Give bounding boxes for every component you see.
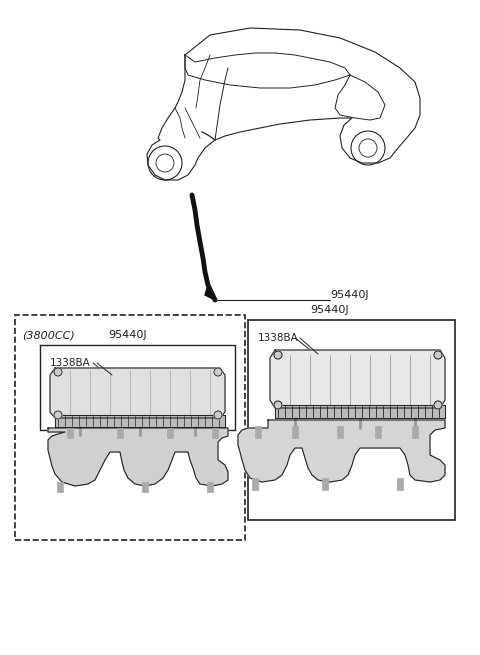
Circle shape [54,411,62,419]
Text: 95440J: 95440J [330,290,369,300]
Polygon shape [238,420,445,482]
Bar [207,482,213,492]
Bar [167,428,173,438]
Polygon shape [50,368,225,418]
Text: 95440J: 95440J [310,305,348,315]
Bar [67,428,73,438]
Bar [248,320,455,520]
Polygon shape [55,415,225,427]
Bar [117,428,123,438]
Bar [412,426,418,438]
Bar [337,426,343,438]
Text: (3800CC): (3800CC) [22,330,75,340]
Circle shape [274,401,282,409]
Bar [322,478,328,490]
Bar [252,478,258,490]
Circle shape [54,368,62,376]
Polygon shape [270,350,445,408]
Bar [142,482,148,492]
Circle shape [214,411,222,419]
Polygon shape [275,405,445,418]
Bar [212,428,218,438]
Text: 95440J: 95440J [108,330,146,340]
Circle shape [274,351,282,359]
Circle shape [434,351,442,359]
Polygon shape [48,428,228,486]
Bar [15,315,245,540]
Bar [255,426,261,438]
Bar [292,426,298,438]
Circle shape [434,401,442,409]
Polygon shape [205,285,215,300]
Text: 1338BA: 1338BA [50,358,91,368]
Bar [397,478,403,490]
Bar [375,426,381,438]
Bar [57,482,63,492]
Circle shape [214,368,222,376]
Text: 1338BA: 1338BA [258,333,299,343]
